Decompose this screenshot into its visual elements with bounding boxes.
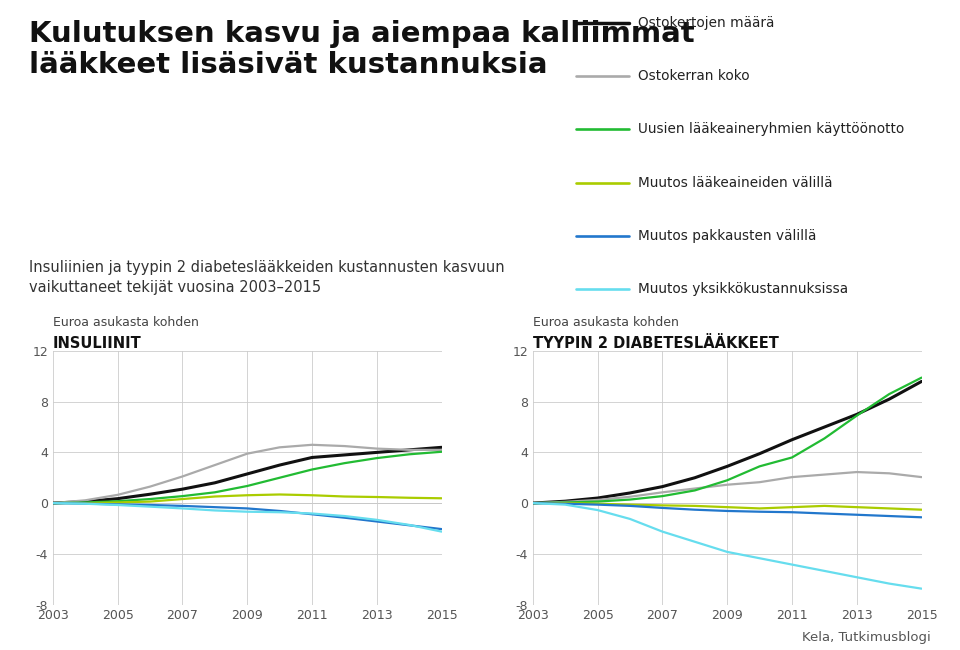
Text: Ostokertojen määrä: Ostokertojen määrä [638,16,775,30]
Text: Euroa asukasta kohden: Euroa asukasta kohden [53,315,199,328]
Text: Euroa asukasta kohden: Euroa asukasta kohden [533,315,679,328]
Text: Muutos pakkausten välillä: Muutos pakkausten välillä [638,229,817,243]
Text: Uusien lääkeaineryhmien käyttöönotto: Uusien lääkeaineryhmien käyttöönotto [638,122,904,136]
Text: Kela, Tutkimusblogi: Kela, Tutkimusblogi [803,630,931,644]
Text: TYYPIN 2 DIABETESLÄÄKKEET: TYYPIN 2 DIABETESLÄÄKKEET [533,336,779,351]
Text: Insuliinien ja tyypin 2 diabeteslääkkeiden kustannusten kasvuun
vaikuttaneet tek: Insuliinien ja tyypin 2 diabeteslääkkeid… [29,260,504,295]
Text: INSULIINIT: INSULIINIT [53,336,141,351]
Text: Kulutuksen kasvu ja aiempaa kalliimmat
lääkkeet lisäsivät kustannuksia: Kulutuksen kasvu ja aiempaa kalliimmat l… [29,20,694,79]
Text: Muutos yksikkökustannuksissa: Muutos yksikkökustannuksissa [638,282,849,296]
Text: Muutos lääkeaineiden välillä: Muutos lääkeaineiden välillä [638,176,833,190]
Text: Ostokerran koko: Ostokerran koko [638,69,750,83]
